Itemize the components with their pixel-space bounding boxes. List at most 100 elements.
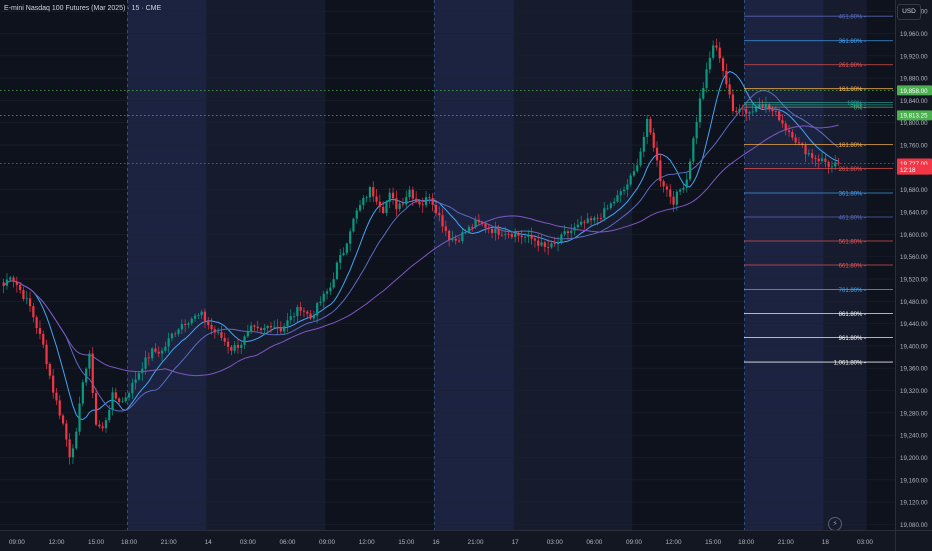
time-tick-label: 09:00 <box>626 539 642 546</box>
candle <box>263 323 266 335</box>
candle <box>715 38 718 51</box>
axis-corner <box>895 530 932 551</box>
candle <box>184 319 187 333</box>
candle <box>141 361 144 381</box>
currency-button[interactable]: USD <box>897 4 921 20</box>
candle <box>820 151 824 163</box>
candle <box>352 217 355 233</box>
candle-body <box>662 181 665 187</box>
time-tick-label: 09:00 <box>319 539 335 546</box>
candle <box>75 427 78 451</box>
candle <box>685 172 688 193</box>
candle <box>391 187 395 205</box>
candle-body <box>184 323 187 325</box>
candle <box>490 227 494 239</box>
candle <box>622 186 626 196</box>
candle <box>193 313 197 323</box>
moving-average-line <box>3 89 839 412</box>
candle-body <box>368 187 372 198</box>
time-tick-label: 15:00 <box>398 539 414 546</box>
candle <box>312 311 315 322</box>
candle-body <box>246 331 249 337</box>
time-axis-scale: 09:00 12:00 15:00 18:00 21:00 14 03:00 06:00 09:… <box>9 539 874 546</box>
candle-body <box>111 392 114 410</box>
candle <box>566 229 570 240</box>
chart-pane[interactable]: 461.80% - 361.80% - 261.80% - 161.80% - 100%… <box>0 0 895 530</box>
candle <box>273 320 276 329</box>
candle-body <box>784 123 787 131</box>
candle <box>78 396 81 436</box>
candle <box>372 181 375 203</box>
candle <box>811 148 814 164</box>
candle-body <box>467 226 471 232</box>
candle-body <box>424 197 428 206</box>
candle-body <box>441 215 444 227</box>
candle <box>405 190 408 208</box>
candle-body <box>94 392 98 425</box>
candle <box>530 227 533 245</box>
candle <box>583 219 586 230</box>
time-tick-label: 16 <box>432 539 440 546</box>
candle <box>28 291 32 312</box>
candle <box>355 207 358 224</box>
candle <box>345 242 348 256</box>
time-tick-label: 09:00 <box>9 539 25 546</box>
candle-body <box>362 197 365 206</box>
price-axis[interactable]: 20,000.0019,960.0019,920.0019,880.0019,8… <box>895 0 932 530</box>
fib-level-label: 1,061.80% - <box>834 360 866 366</box>
candle <box>137 370 141 381</box>
candle-body <box>589 218 593 221</box>
candle <box>259 326 263 335</box>
candle-body <box>613 201 616 204</box>
candle <box>220 325 223 341</box>
candle <box>461 228 464 244</box>
candle-body <box>514 233 517 238</box>
candle-body <box>665 186 669 190</box>
candle <box>243 334 246 350</box>
candle <box>652 128 655 152</box>
candle <box>401 198 405 208</box>
candle <box>794 133 797 146</box>
candle-body <box>553 243 556 245</box>
lightning-icon[interactable]: ⚡ <box>828 517 842 530</box>
candle-body <box>603 208 606 219</box>
candle <box>382 201 385 215</box>
candle-body <box>147 357 150 359</box>
candle <box>781 113 784 128</box>
candle <box>431 193 434 212</box>
candle <box>65 419 68 447</box>
candle <box>144 350 147 375</box>
candle-body <box>411 189 414 199</box>
candle-body <box>32 306 35 318</box>
candle <box>309 309 312 321</box>
candle <box>388 188 391 209</box>
candle-body <box>391 192 395 199</box>
candle-body <box>243 336 246 345</box>
candle-body <box>761 104 764 107</box>
price-tick-label: 19,600.00 <box>900 232 928 239</box>
candle-body <box>22 290 25 299</box>
candle-body <box>12 277 15 282</box>
candle-body <box>494 228 497 233</box>
symbol-title[interactable]: E-mini Nasdaq 100 Futures (Mar 2025) · 1… <box>4 5 162 12</box>
fib-level-label: 361.80% - <box>839 191 866 197</box>
candle-body <box>807 153 810 155</box>
candle <box>560 232 563 245</box>
candle-body <box>358 205 362 211</box>
candle-body <box>523 236 527 238</box>
fib-level-label: 461.80% - <box>839 215 866 221</box>
candle <box>190 317 193 326</box>
candle <box>837 157 840 167</box>
time-axis[interactable]: 09:00 12:00 15:00 18:00 21:00 14 03:00 06:00 09:… <box>0 530 895 551</box>
price-tick-label: 19,200.00 <box>900 455 928 462</box>
candle-body <box>787 130 791 132</box>
candle <box>708 51 711 74</box>
fib-level-label: 661.80% - <box>839 263 866 269</box>
candle-body <box>695 122 698 139</box>
candle <box>665 183 669 197</box>
candle <box>48 362 51 380</box>
price-chart[interactable]: 461.80% - 361.80% - 261.80% - 161.80% - 100%… <box>0 0 895 530</box>
candle <box>19 282 22 294</box>
candle <box>613 197 616 207</box>
candle <box>418 198 421 208</box>
